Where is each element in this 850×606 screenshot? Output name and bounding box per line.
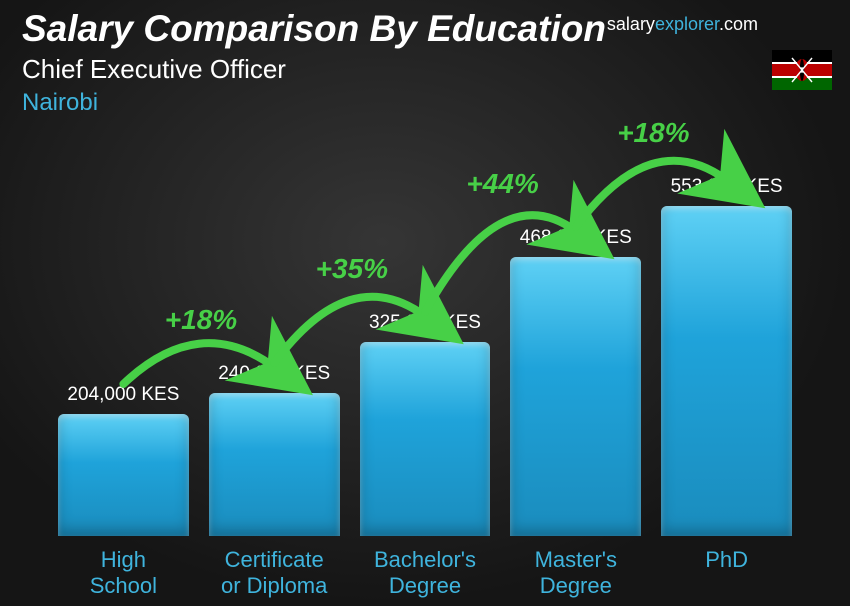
bar-rect bbox=[209, 393, 340, 536]
bar-value-label: 553,000 KES bbox=[671, 176, 783, 198]
page-subtitle: Chief Executive Officer bbox=[22, 54, 828, 85]
x-axis-label: Bachelor'sDegree bbox=[360, 547, 491, 598]
increment-label: +18% bbox=[617, 117, 689, 149]
x-axis-label: Certificateor Diploma bbox=[209, 547, 340, 598]
bar-value-label: 325,000 KES bbox=[369, 312, 481, 334]
x-axis: HighSchool Certificateor Diploma Bachelor'… bbox=[58, 547, 792, 598]
bar-rect bbox=[510, 257, 641, 536]
bar-col: 204,000 KES bbox=[58, 384, 189, 536]
bar-col: 325,000 KES bbox=[360, 312, 491, 536]
bar-rect bbox=[58, 414, 189, 536]
brand-part-3: .com bbox=[719, 14, 758, 34]
x-axis-label: Master'sDegree bbox=[510, 547, 641, 598]
brand-part-1: salary bbox=[607, 14, 655, 34]
bar-rect bbox=[360, 342, 491, 536]
bar-col: 240,000 KES bbox=[209, 363, 340, 536]
page-location: Nairobi bbox=[22, 89, 828, 117]
x-axis-label: HighSchool bbox=[58, 547, 189, 598]
brand-part-2: explorer bbox=[655, 14, 719, 34]
bar-value-label: 468,000 KES bbox=[520, 227, 632, 249]
kenya-flag-icon bbox=[772, 50, 832, 90]
bar-value-label: 204,000 KES bbox=[67, 384, 179, 406]
bar-col: 468,000 KES bbox=[510, 227, 641, 536]
x-axis-label: PhD bbox=[661, 547, 792, 598]
bar-chart: 204,000 KES 240,000 KES 325,000 KES 468,000… bbox=[58, 165, 792, 536]
brand-label: salaryexplorer.com bbox=[607, 14, 758, 35]
bar-value-label: 240,000 KES bbox=[218, 363, 330, 385]
bar-rect bbox=[661, 206, 792, 536]
bar-col: 553,000 KES bbox=[661, 176, 792, 536]
